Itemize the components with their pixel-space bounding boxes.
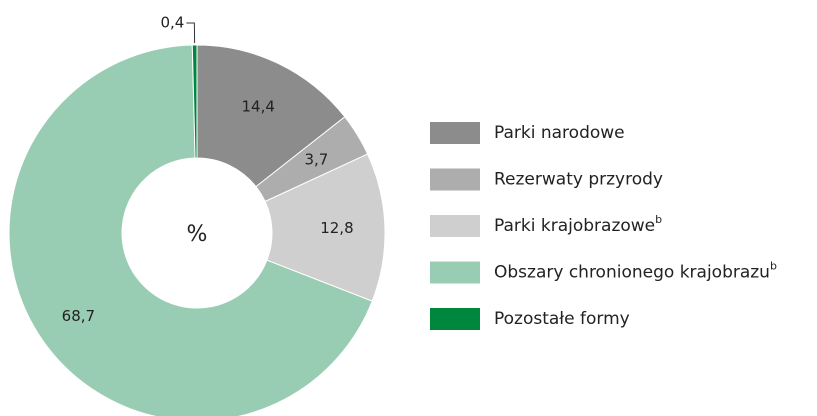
legend-label: Parki narodowe: [494, 123, 625, 143]
legend-text: Obszary chronionego krajobrazu: [494, 263, 770, 283]
legend-swatch: [430, 215, 480, 237]
legend-text: Parki narodowe: [494, 123, 625, 143]
slice: [196, 44, 346, 188]
legend-label: Rezerwaty przyrody: [494, 170, 663, 190]
legend-swatch: [430, 308, 480, 330]
legend-swatch: [430, 168, 480, 191]
legend-swatch: [430, 261, 480, 284]
legend-text: Parki krajobrazowe: [494, 216, 655, 236]
value-label: 68,7: [62, 307, 95, 325]
center-label: %: [187, 222, 208, 247]
legend-note: b: [655, 213, 662, 226]
legend-swatch: [430, 122, 480, 144]
slice: [191, 44, 198, 159]
legend-note: b: [770, 260, 777, 273]
value-label: 3,7: [304, 150, 328, 168]
value-label: 0,4: [161, 14, 185, 32]
legend-text: Rezerwaty przyrody: [494, 170, 663, 190]
legend-text: Pozostałe formy: [494, 309, 630, 329]
legend-label: Pozostałe formy: [494, 309, 630, 329]
slice: [8, 44, 373, 416]
leader-line: [186, 22, 196, 44]
legend-label: Parki krajobrazoweb: [494, 213, 662, 236]
value-label: 14,4: [241, 98, 274, 116]
value-label: 12,8: [320, 219, 353, 237]
slice: [264, 153, 386, 302]
legend-label: Obszary chronionego krajobrazub: [494, 260, 777, 283]
